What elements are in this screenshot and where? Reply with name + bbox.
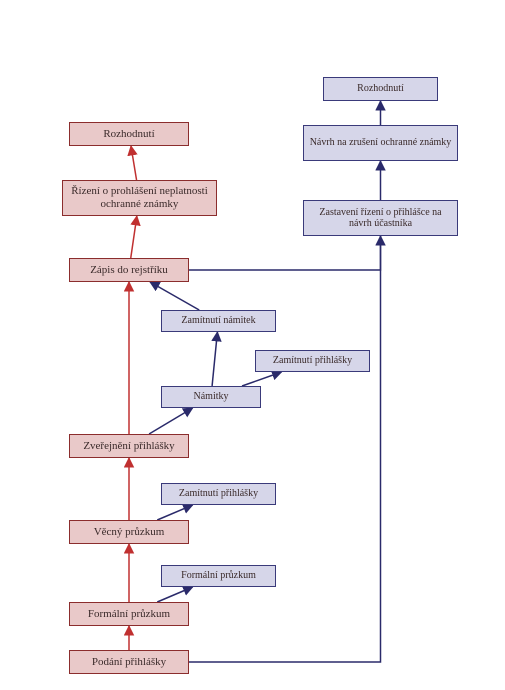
node-fprz1: Formální průzkum (69, 602, 189, 626)
node-zverej: Zveřejnění přihlášky (69, 434, 189, 458)
node-zapis: Zápis do rejstříku (69, 258, 189, 282)
node-namitky: Námitky (161, 386, 261, 408)
edge-namitky-zamitp (242, 372, 281, 386)
node-navrh: Návrh na zrušení ochranné známky (303, 125, 458, 161)
edge-podani-zastaveni (189, 236, 381, 662)
node-zastaveni: Zastavení řízení o přihlášce na návrh úč… (303, 200, 458, 236)
node-roz2: Rozhodnutí (323, 77, 438, 101)
node-zamit1: Zamítnutí přihlášky (161, 483, 276, 505)
node-vecny: Věcný průzkum (69, 520, 189, 544)
flowchart-canvas: Podání přihlášky Formální průzkum Formální… (0, 0, 505, 690)
edge-fprz1-fprz2 (157, 587, 192, 602)
node-podani: Podání přihlášky (69, 650, 189, 674)
edge-rizeni-roz1 (131, 146, 137, 180)
node-roz1: Rozhodnutí (69, 122, 189, 146)
node-zamitp: Zamítnutí přihlášky (255, 350, 370, 372)
node-zamitn: Zamítnutí námitek (161, 310, 276, 332)
edge-zverej-namitky (149, 408, 193, 434)
edge-zapis-rizeni (131, 216, 137, 258)
node-fprz2: Formální průzkum (161, 565, 276, 587)
edge-namitky-zamitn (212, 332, 217, 386)
edge-zamitn-zapis (150, 282, 199, 310)
edge-vecny-zamit1 (157, 505, 192, 520)
node-rizeni: Řízení o prohlášení neplatnosti ochranné… (62, 180, 217, 216)
